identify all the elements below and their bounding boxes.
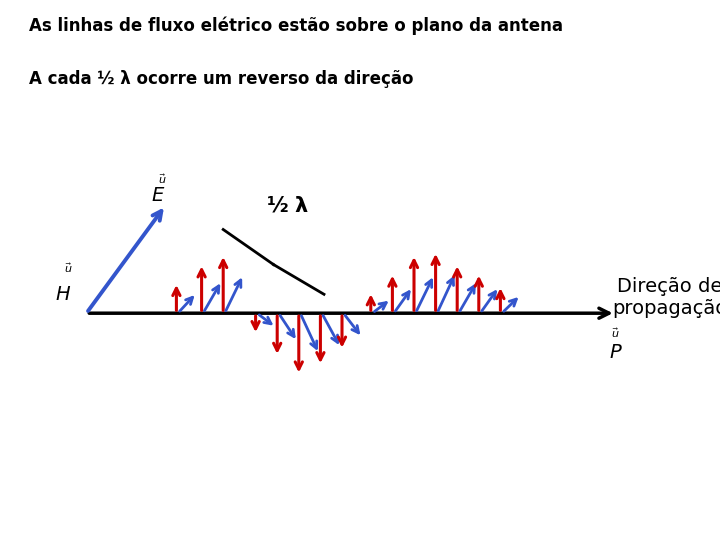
Text: $\vec{u}$: $\vec{u}$ xyxy=(611,327,620,340)
Text: ½ $\mathbf{\lambda}$: ½ $\mathbf{\lambda}$ xyxy=(266,196,310,216)
Text: As linhas de fluxo elétrico estão sobre o plano da antena: As linhas de fluxo elétrico estão sobre … xyxy=(29,16,563,35)
Text: $E$: $E$ xyxy=(151,186,166,205)
Text: Direção de
propagação: Direção de propagação xyxy=(612,276,720,318)
Text: A cada ½ λ ocorre um reverso da direção: A cada ½ λ ocorre um reverso da direção xyxy=(29,70,413,88)
Text: $P$: $P$ xyxy=(608,343,623,362)
Text: $\vec{u}$: $\vec{u}$ xyxy=(158,173,166,186)
Text: $H$: $H$ xyxy=(55,285,71,304)
Text: $\vec{u}$: $\vec{u}$ xyxy=(64,262,73,275)
